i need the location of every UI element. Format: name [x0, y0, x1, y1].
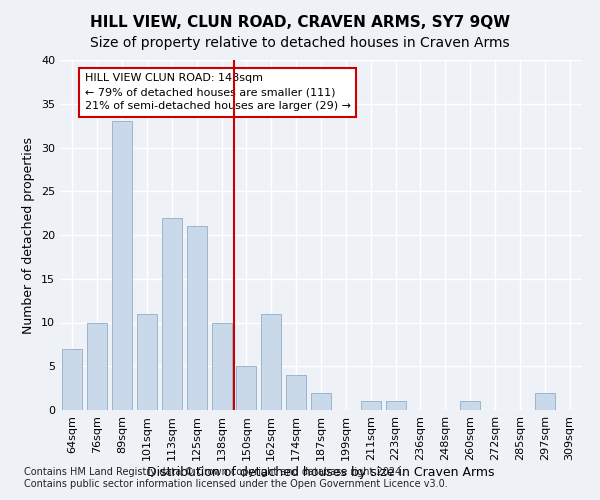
Bar — [286, 375, 306, 410]
X-axis label: Distribution of detached houses by size in Craven Arms: Distribution of detached houses by size … — [147, 466, 495, 478]
Bar — [386, 401, 406, 410]
Bar — [361, 401, 380, 410]
Bar — [535, 392, 554, 410]
Bar — [88, 322, 107, 410]
Bar — [212, 322, 232, 410]
Bar — [162, 218, 182, 410]
Text: HILL VIEW, CLUN ROAD, CRAVEN ARMS, SY7 9QW: HILL VIEW, CLUN ROAD, CRAVEN ARMS, SY7 9… — [90, 15, 510, 30]
Y-axis label: Number of detached properties: Number of detached properties — [22, 136, 35, 334]
Bar — [460, 401, 480, 410]
Text: Size of property relative to detached houses in Craven Arms: Size of property relative to detached ho… — [90, 36, 510, 50]
Bar — [112, 122, 132, 410]
Text: Contains HM Land Registry data © Crown copyright and database right 2024.
Contai: Contains HM Land Registry data © Crown c… — [24, 468, 448, 489]
Bar — [262, 314, 281, 410]
Bar — [187, 226, 206, 410]
Bar — [236, 366, 256, 410]
Bar — [137, 314, 157, 410]
Bar — [311, 392, 331, 410]
Text: HILL VIEW CLUN ROAD: 148sqm
← 79% of detached houses are smaller (111)
21% of se: HILL VIEW CLUN ROAD: 148sqm ← 79% of det… — [85, 73, 351, 111]
Bar — [62, 349, 82, 410]
